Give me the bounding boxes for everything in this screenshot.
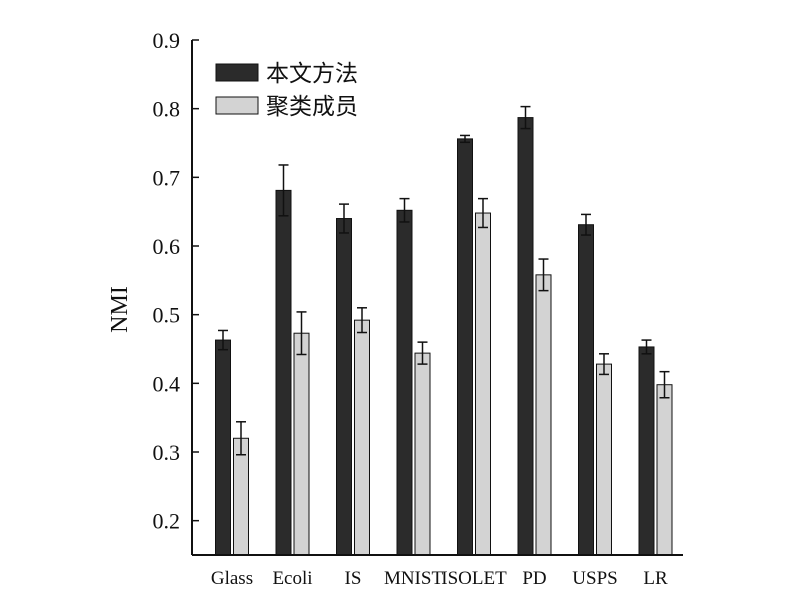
y-ticks: 0.2 0.3 0.4 0.5 0.6 0.7 0.8 0.9 xyxy=(153,28,199,534)
bar-pd-series-2 xyxy=(535,274,552,556)
y-tick-label: 0.5 xyxy=(153,303,181,328)
y-tick-label: 0.7 xyxy=(153,165,181,190)
bar-lr-series-1 xyxy=(638,346,655,556)
bar-lr-series-2 xyxy=(656,384,673,556)
y-axis-label: NMI xyxy=(107,286,133,333)
y-tick-label: 0.6 xyxy=(153,234,181,259)
x-tick-label-ecoli: Ecoli xyxy=(272,568,312,589)
y-tick-label: 0.2 xyxy=(153,509,181,534)
bar-ecoli-series-1 xyxy=(275,189,292,556)
bar-glass-series-1 xyxy=(215,339,231,556)
x-tick-label-lr: LR xyxy=(643,568,668,589)
bar-usps-series-2 xyxy=(596,363,612,556)
x-tick-label-is: IS xyxy=(345,568,362,589)
bar-ecoli-series-2 xyxy=(293,332,310,556)
bars xyxy=(215,117,673,556)
x-tick-label-isolet: ISOLET xyxy=(441,568,507,589)
bar-mnist-series-1 xyxy=(396,209,413,556)
error-bars xyxy=(218,105,670,456)
y-tick-label: 0.9 xyxy=(153,28,181,53)
legend-label-2: 聚类成员 xyxy=(266,94,358,120)
bar-isolet-series-2 xyxy=(475,212,491,556)
bar-glass-series-2 xyxy=(233,437,249,556)
bar-usps-series-1 xyxy=(578,224,594,556)
bar-is-series-2 xyxy=(354,319,370,556)
y-tick-label: 0.8 xyxy=(153,97,181,122)
x-tick-label-pd: PD xyxy=(522,568,546,589)
bar-mnist-series-2 xyxy=(414,352,431,556)
legend-swatch-1 xyxy=(215,63,259,82)
x-tick-label-mnist: MNIST xyxy=(384,568,444,589)
bar-is-series-1 xyxy=(336,218,352,556)
y-tick-label: 0.4 xyxy=(153,371,181,396)
x-tick-label-glass: Glass xyxy=(211,568,253,589)
y-tick-label: 0.3 xyxy=(153,440,181,465)
legend-label-1: 本文方法 xyxy=(266,61,358,87)
bar-pd-series-1 xyxy=(517,117,534,556)
bar-isolet-series-1 xyxy=(457,138,473,556)
axes xyxy=(191,40,683,556)
x-tick-label-usps: USPS xyxy=(572,568,617,589)
legend-swatch-2 xyxy=(215,96,259,115)
